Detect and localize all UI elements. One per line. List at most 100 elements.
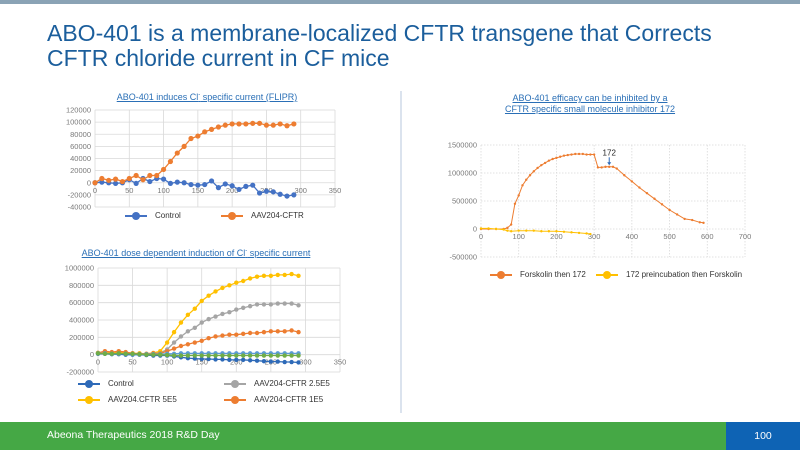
data-point (282, 329, 287, 334)
data-point (241, 278, 246, 284)
x-tick-label: 200 (550, 232, 563, 241)
y-tick-label: 1000000 (448, 169, 477, 178)
data-point (263, 122, 270, 128)
data-point (220, 353, 225, 358)
x-tick-label: 100 (512, 232, 525, 241)
data-point (691, 218, 694, 222)
data-point (192, 325, 197, 330)
legend-marker-icon (224, 395, 246, 404)
legend-label: Control (108, 379, 134, 388)
series-line (481, 153, 704, 230)
data-point (213, 357, 218, 362)
data-point (160, 166, 167, 173)
data-point (532, 170, 535, 173)
data-point (185, 329, 191, 334)
data-point (234, 307, 239, 312)
data-point (668, 208, 671, 212)
data-point (506, 229, 509, 232)
gridlines (97, 267, 341, 373)
slide-title-line-1: ABO-401 is a membrane-localized CFTR tra… (47, 20, 712, 46)
data-point (570, 153, 573, 156)
x-tick-label: 100 (161, 358, 174, 367)
data-point (282, 301, 287, 306)
data-point (282, 359, 287, 365)
data-point (608, 165, 611, 169)
y-tick-label: 80000 (70, 130, 91, 139)
data-point (185, 312, 191, 317)
annotation-label: 172 (603, 148, 617, 157)
data-point (502, 228, 505, 231)
series-line (98, 302, 299, 355)
inhibitor-chart-title-line-1: ABO-401 efficacy can be inhibited by a (512, 93, 668, 103)
data-point (195, 182, 201, 188)
data-point (208, 178, 215, 184)
data-point (509, 223, 513, 226)
data-point (140, 177, 146, 183)
x-tick-label: 200 (226, 186, 239, 195)
x-tick-label: 350 (329, 186, 342, 195)
data-point (570, 231, 573, 234)
data-point (604, 165, 607, 169)
data-point (102, 351, 108, 356)
data-point (296, 329, 301, 335)
x-tick-label: 150 (192, 186, 205, 195)
data-point (206, 353, 211, 358)
data-point (289, 301, 294, 306)
data-point (199, 320, 204, 325)
data-point (289, 353, 294, 358)
data-point (494, 227, 498, 231)
data-point (284, 193, 290, 199)
y-tick-label: 0 (90, 350, 94, 359)
data-point (192, 353, 197, 358)
x-tick-label: 200 (230, 358, 243, 367)
data-point (638, 186, 641, 189)
data-point (555, 230, 558, 233)
data-point (192, 340, 197, 345)
data-point (106, 177, 112, 183)
x-tick-label: 300 (588, 232, 601, 241)
x-tick-label: 0 (93, 186, 97, 195)
data-point (256, 120, 263, 126)
data-point (268, 329, 274, 334)
data-point (254, 358, 260, 363)
x-tick-label: 0 (479, 232, 483, 241)
data-point (284, 123, 290, 129)
data-point (171, 346, 177, 351)
data-point (188, 135, 194, 142)
data-point (645, 191, 649, 195)
dose-chart-title-sup: - (245, 248, 248, 254)
data-point (123, 351, 128, 356)
data-point (268, 302, 274, 307)
data-point (540, 163, 543, 167)
data-point (660, 203, 664, 206)
data-point (247, 276, 253, 281)
data-point (574, 152, 577, 156)
data-point (589, 153, 592, 156)
data-point (263, 188, 270, 194)
flipr-chart-legend: Control AAV204-CFTR (125, 211, 345, 223)
data-point (611, 165, 615, 169)
data-point (487, 227, 490, 230)
legend-item: AAV204.CFTR 5E5 (78, 395, 177, 404)
dose-chart-title: ABO-401 dose dependent induction of Cl- … (66, 246, 326, 259)
x-tick-label: 300 (294, 186, 307, 195)
data-point (241, 331, 246, 337)
data-point (178, 320, 184, 325)
data-point (600, 166, 603, 169)
data-point (513, 202, 517, 205)
x-tick-label: 300 (299, 358, 312, 367)
dose-chart-title-rest: specific current (247, 248, 311, 258)
legend-marker-icon (221, 211, 243, 220)
data-point (521, 184, 524, 187)
flipr-chart: -40000-200000200004000060000800001000001… (66, 106, 342, 212)
data-point (566, 153, 569, 157)
data-point (289, 359, 294, 365)
x-tick-label: 700 (739, 232, 752, 241)
data-point (243, 183, 249, 189)
inhibitor-chart-legend: Forskolin then 172 172 preincubation then… (490, 270, 760, 282)
x-tick-label: 50 (125, 186, 133, 195)
data-point (268, 359, 274, 364)
data-point (247, 353, 253, 358)
x-tick-label: 50 (128, 358, 136, 367)
x-tick-label: 350 (334, 358, 347, 367)
